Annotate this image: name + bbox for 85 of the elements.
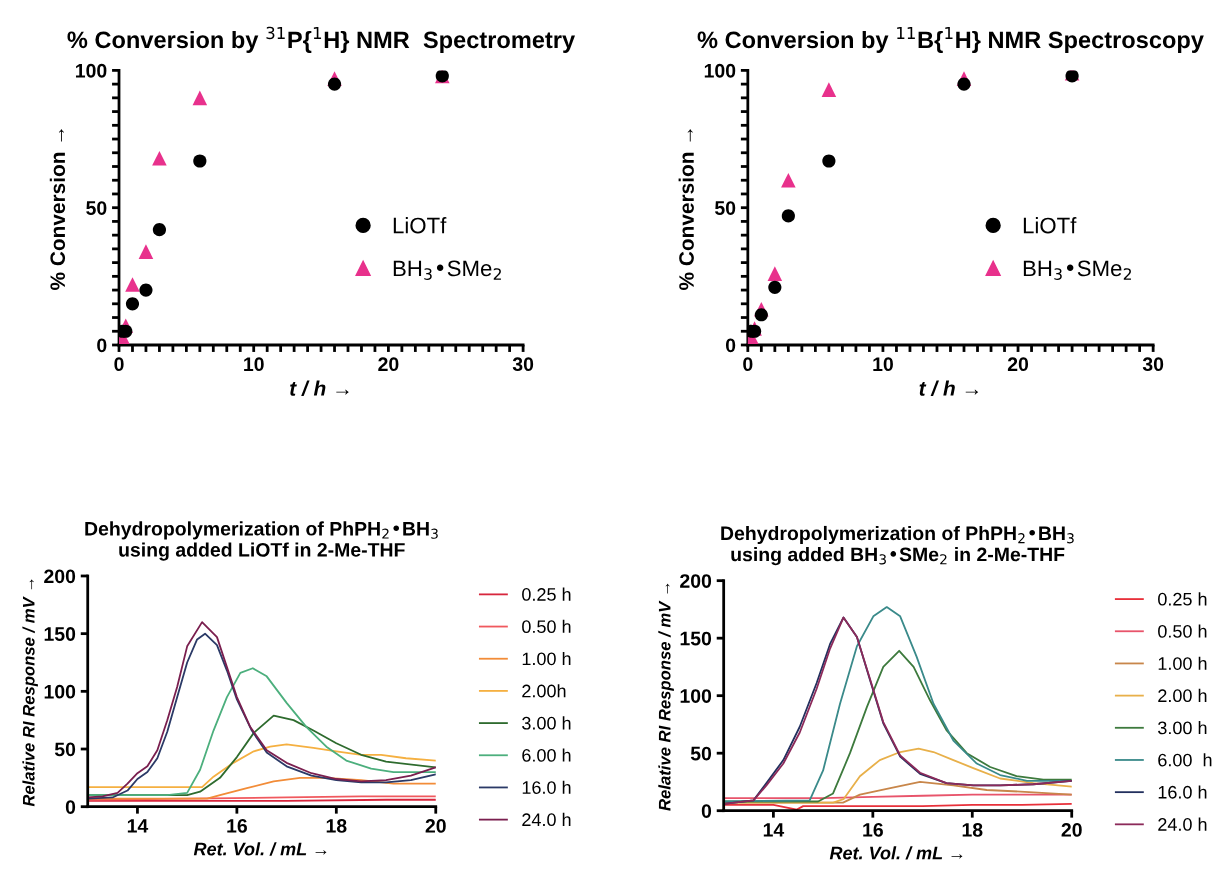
y-tick-label: 50 bbox=[54, 742, 76, 757]
point bbox=[754, 308, 768, 322]
point bbox=[822, 154, 836, 168]
line-series bbox=[87, 743, 436, 788]
x-tick-label: 16 bbox=[227, 819, 247, 833]
legend-label: 6.00 h bbox=[1158, 753, 1212, 767]
point bbox=[767, 266, 783, 281]
y-tick-label: 150 bbox=[680, 631, 712, 646]
point bbox=[821, 82, 837, 97]
point bbox=[768, 280, 782, 294]
x-axis-title: t / h → bbox=[919, 380, 979, 396]
point bbox=[192, 90, 208, 106]
point bbox=[138, 244, 154, 259]
chart-title: % Conversion by $^{11}$B{$^{1}$H} NMR Spectroscopy bbox=[697, 26, 1204, 53]
chart-title: % Conversion by $^{31}$P{$^{1}$H} NMR Spectrometry bbox=[67, 26, 575, 53]
legend-label: 2.00 h bbox=[1158, 688, 1207, 703]
x-tick-label: 14 bbox=[127, 819, 149, 833]
x-axis-title: Ret. Vol. / mL → bbox=[829, 846, 963, 860]
x-tick-label: 14 bbox=[763, 823, 785, 837]
chart-title: Dehydropolymerization of PhPH$_{2}$•BH$_{3}$ using added LiOTf in 2-Me-THF bbox=[85, 521, 438, 561]
legend-label: BH$_{3}$•SMe$_{2}$ bbox=[1023, 260, 1131, 280]
y-tick-label: 100 bbox=[75, 63, 107, 78]
y-tick-label: 50 bbox=[690, 746, 712, 761]
legend-label: 6.00 h bbox=[522, 748, 571, 762]
point bbox=[139, 283, 153, 297]
legend-label: 3.00 h bbox=[1158, 721, 1207, 735]
legend-label: BH$_{3}$•SMe$_{2}$ bbox=[393, 260, 501, 280]
line-series bbox=[87, 776, 436, 800]
x-tick-label: 20 bbox=[1007, 357, 1029, 372]
x-tick-label: 30 bbox=[512, 357, 534, 372]
chart-title: Dehydropolymerization of PhPH$_{2}$•BH$_{3}$ using added BH$_{3}$•SMe$_{2}$ in 2-Me-THF bbox=[721, 525, 1074, 566]
y-tick-label: 200 bbox=[44, 569, 76, 584]
y-tick-label: 0 bbox=[725, 338, 736, 353]
x-tick-label: 20 bbox=[1061, 823, 1082, 837]
legend-label: 3.00 h bbox=[522, 716, 571, 730]
y-tick-label: 100 bbox=[44, 684, 76, 699]
legend-label: 16.0 h bbox=[1158, 785, 1207, 799]
y-tick-label: 0 bbox=[701, 804, 712, 818]
legend-label: 0.25 h bbox=[522, 587, 571, 601]
y-tick-label: 50 bbox=[714, 201, 736, 215]
point bbox=[125, 297, 140, 311]
x-tick-label: 20 bbox=[425, 819, 446, 833]
legend-label: 16.0 h bbox=[522, 780, 571, 794]
line-series bbox=[723, 747, 1072, 804]
x-tick-label: 0 bbox=[114, 357, 124, 372]
x-tick-label: 30 bbox=[1142, 357, 1164, 372]
y-tick-label: 200 bbox=[680, 574, 712, 588]
point bbox=[327, 77, 342, 91]
point bbox=[193, 154, 207, 168]
y-axis-title: Relative RI Response / mV → bbox=[22, 579, 38, 807]
legend-label: LiOTf bbox=[393, 217, 447, 234]
point bbox=[152, 223, 167, 237]
y-tick-label: 0 bbox=[97, 338, 107, 353]
y-tick-label: 100 bbox=[680, 689, 712, 703]
point bbox=[781, 172, 796, 188]
legend-label: LiOTf bbox=[1023, 217, 1077, 234]
legend-label: 24.0 h bbox=[522, 812, 571, 827]
legend-label: 0.50 h bbox=[1158, 624, 1207, 638]
point bbox=[781, 209, 795, 223]
y-axis-title: % Conversion → bbox=[678, 129, 694, 290]
legend-label: 24.0 h bbox=[1158, 817, 1207, 831]
y-tick-label: 0 bbox=[65, 800, 76, 814]
point bbox=[957, 77, 971, 91]
x-tick-label: 0 bbox=[743, 357, 753, 372]
x-axis-title: Ret. Vol. / mL → bbox=[193, 842, 327, 856]
line-series bbox=[87, 667, 436, 797]
legend-label: 2.00h bbox=[522, 684, 566, 698]
x-tick-label: 18 bbox=[962, 823, 983, 837]
y-tick-label: 50 bbox=[86, 201, 107, 215]
point bbox=[125, 277, 140, 292]
x-tick-label: 20 bbox=[378, 357, 399, 372]
y-axis-title: Relative RI Response / mV → bbox=[658, 583, 674, 811]
legend-label: 0.25 h bbox=[1158, 592, 1207, 606]
legend-label: 1.00 h bbox=[1158, 656, 1207, 670]
legend-label: 1.00 h bbox=[522, 651, 571, 666]
point bbox=[152, 150, 167, 166]
legend-label: 0.50 h bbox=[522, 619, 571, 634]
y-tick-label: 100 bbox=[704, 63, 736, 78]
x-tick-label: 10 bbox=[244, 357, 264, 372]
x-axis-title: t / h → bbox=[290, 380, 349, 396]
x-tick-label: 18 bbox=[326, 819, 347, 833]
y-tick-label: 150 bbox=[44, 627, 76, 641]
x-tick-label: 10 bbox=[873, 357, 893, 372]
y-axis-title: % Conversion → bbox=[49, 129, 66, 290]
x-tick-label: 16 bbox=[863, 823, 883, 837]
